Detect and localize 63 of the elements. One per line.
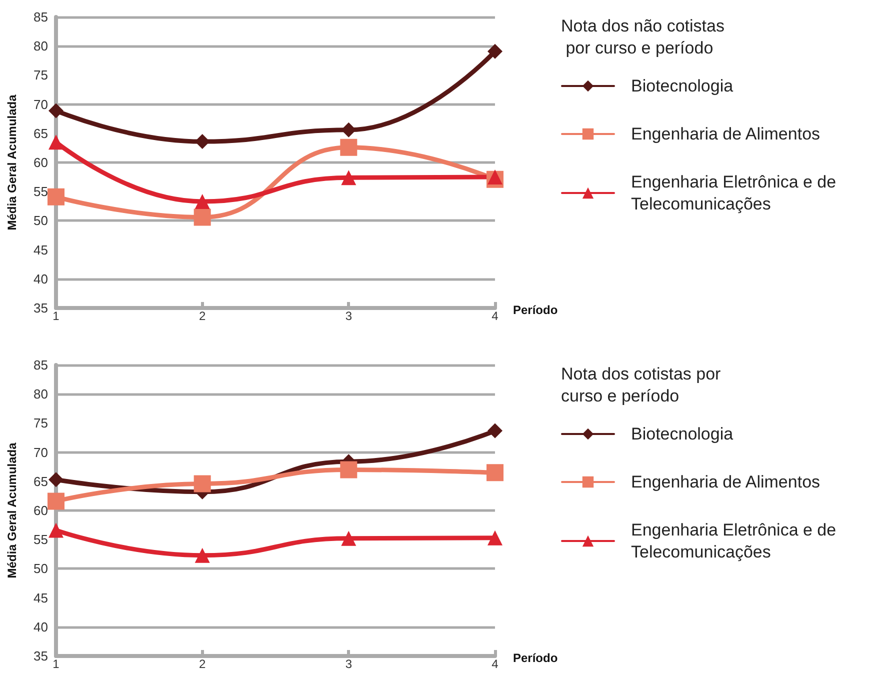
point [488, 170, 502, 185]
y-tick-label: 60 [34, 503, 48, 518]
point [340, 461, 358, 478]
x-tick-label: 3 [345, 657, 352, 671]
point [341, 170, 356, 186]
y-tick-label: 35 [34, 648, 48, 664]
point [48, 492, 64, 510]
point [48, 188, 64, 206]
y-tick-label: 50 [34, 561, 48, 576]
y-tick-label: 55 [34, 184, 48, 200]
y-tick-label: 75 [34, 416, 48, 431]
y-tick-label: 85 [34, 10, 48, 24]
x-tick-label: 4 [492, 309, 499, 323]
y-tick-label: 85 [34, 358, 48, 372]
point [48, 522, 64, 538]
point [194, 194, 210, 209]
point [48, 103, 64, 118]
point [488, 530, 502, 546]
x-axis-title: Período [513, 651, 558, 665]
point [48, 472, 64, 488]
legend-title: Nota dos cotistas por curso e período [561, 364, 726, 406]
y-tick-label: 65 [34, 474, 48, 489]
y-tick-label: 55 [34, 532, 48, 548]
legend-label: Engenharia Eletrônica e de Telecomunicações [631, 172, 841, 214]
y-tick-label: 70 [34, 444, 48, 460]
y-tick-label: 80 [34, 38, 48, 54]
point [341, 122, 356, 138]
y-tick-label: 70 [34, 96, 48, 112]
y-axis-title: Média Geral Acumulada [5, 94, 19, 230]
y-tick-label: 65 [34, 126, 48, 141]
point [48, 134, 64, 150]
legend-title: Nota dos não cotistas por curso e período [561, 16, 724, 58]
point [488, 44, 502, 59]
point [194, 208, 211, 226]
point [194, 134, 210, 150]
y-tick-label: 45 [34, 242, 48, 258]
y-axis-title: Média Geral Acumulada [5, 442, 19, 578]
legend-label: Biotecnologia [631, 76, 734, 96]
y-tick-label: 50 [34, 213, 48, 228]
legend-label: Engenharia de Alimentos [631, 124, 820, 144]
y-tick-label: 80 [34, 386, 48, 402]
legend-label: Engenharia Eletrônica e de Telecomunicações [631, 520, 841, 562]
legend-label: Engenharia de Alimentos [631, 472, 820, 492]
x-tick-label: 1 [52, 657, 60, 671]
legend-label: Biotecnologia [631, 424, 734, 444]
x-tick-label: 2 [198, 657, 206, 671]
point [488, 423, 502, 438]
y-tick-label: 40 [34, 271, 48, 286]
y-tick-label: 45 [34, 590, 48, 606]
x-tick-label: 2 [198, 309, 206, 323]
point [194, 548, 210, 563]
point [340, 138, 358, 156]
y-tick-label: 40 [34, 619, 48, 634]
x-axis-title: Período [513, 303, 558, 317]
y-tick-label: 35 [34, 300, 48, 316]
y-tick-label: 75 [34, 68, 48, 83]
x-tick-label: 3 [345, 309, 352, 323]
x-tick-label: 1 [52, 309, 60, 323]
point [194, 475, 211, 492]
point [486, 464, 504, 482]
point [341, 530, 356, 546]
y-tick-label: 60 [34, 155, 48, 170]
x-tick-label: 4 [492, 657, 499, 671]
